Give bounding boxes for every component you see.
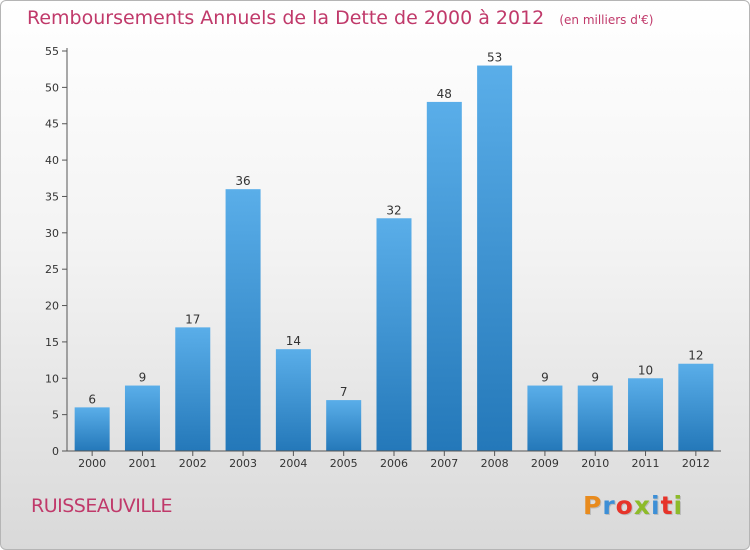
y-tick-label: 25: [45, 263, 59, 276]
bar-2011: [628, 378, 664, 451]
bar-2007: [426, 101, 462, 451]
bar-value-label: 10: [638, 363, 653, 377]
x-tick-label: 2009: [531, 457, 559, 470]
logo-letter: r: [602, 491, 616, 520]
bar-value-label: 12: [688, 349, 703, 363]
bar-2002: [175, 327, 211, 451]
town-name: RUISSEAUVILLE: [31, 495, 173, 517]
bar-2006: [376, 218, 412, 451]
y-tick-label: 10: [45, 372, 59, 385]
x-axis: 2000 2001 2002 2003 2004 2005 2006 2007 2008 2009…: [67, 450, 721, 470]
chart-title: Remboursements Annuels de la Dette de 20…: [27, 7, 545, 29]
y-tick-label: 35: [45, 190, 59, 203]
x-tick-label: 2010: [581, 457, 609, 470]
y-tick-label: 5: [52, 409, 59, 422]
y-tick-label: 50: [45, 81, 59, 94]
chart-header: Remboursements Annuels de la Dette de 20…: [27, 7, 653, 29]
bars: 6 9 17 36 14 7 32 48 53 9 9 10 12: [74, 51, 714, 451]
x-tick-label: 2000: [78, 457, 106, 470]
bar-2010: [577, 385, 613, 451]
y-tick-label: 40: [45, 154, 59, 167]
bar-value-label: 14: [286, 334, 301, 348]
y-tick-label: 45: [45, 118, 59, 131]
bar-2008: [477, 65, 513, 451]
logo-letter: o: [615, 491, 634, 520]
x-tick-label: 2008: [481, 457, 509, 470]
logo-letter: t: [660, 491, 674, 520]
bar-2004: [275, 349, 311, 451]
bar-2003: [225, 189, 261, 451]
logo-letter: i: [651, 491, 661, 520]
x-tick-label: 2004: [279, 457, 307, 470]
bar-2005: [326, 400, 362, 451]
bar-value-label: 9: [591, 371, 599, 385]
bar-2001: [124, 385, 160, 451]
y-tick-label: 55: [45, 45, 59, 58]
x-tick-label: 2006: [380, 457, 408, 470]
logo-letter: P: [583, 491, 603, 520]
x-tick-label: 2003: [229, 457, 257, 470]
x-tick-label: 2002: [179, 457, 207, 470]
y-tick-label: 20: [45, 300, 59, 313]
bar-value-label: 53: [487, 51, 502, 65]
y-tick-label: 30: [45, 227, 59, 240]
bar-value-label: 9: [541, 371, 549, 385]
x-tick-label: 2007: [430, 457, 458, 470]
y-tick-label: 0: [52, 445, 59, 458]
x-tick-label: 2012: [682, 457, 710, 470]
y-tick-label: 15: [45, 336, 59, 349]
x-tick-label: 2001: [128, 457, 156, 470]
bar-value-label: 7: [340, 385, 348, 399]
bar-2012: [678, 363, 714, 451]
y-axis: 0 5 10 15 20 25 30 35 40 45 50 55: [45, 45, 68, 458]
proxiti-logo[interactable]: Proxiti: [583, 491, 683, 520]
bar-value-label: 36: [235, 174, 250, 188]
bar-2000: [74, 407, 110, 451]
bar-value-label: 32: [386, 203, 401, 217]
bar-value-label: 48: [437, 87, 452, 101]
bar-value-label: 6: [88, 392, 96, 406]
chart-subtitle: (en milliers d'€): [559, 13, 654, 27]
bar-2009: [527, 385, 563, 451]
logo-letter: x: [633, 491, 651, 520]
bar-value-label: 17: [185, 312, 200, 326]
logo-letter: i: [673, 491, 684, 520]
x-tick-label: 2005: [330, 457, 358, 470]
bar-value-label: 9: [139, 371, 147, 385]
x-tick-label: 2011: [632, 457, 660, 470]
